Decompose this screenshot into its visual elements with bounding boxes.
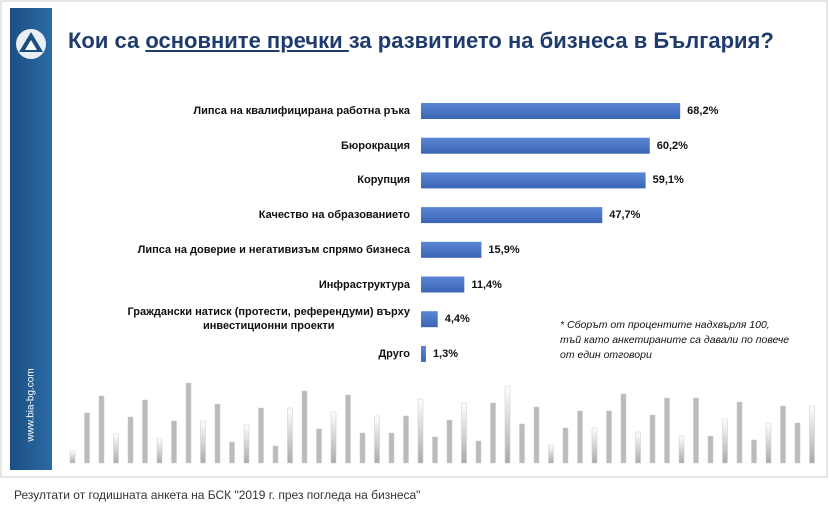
skyline [69, 382, 815, 464]
skyline-bar [562, 427, 569, 464]
skyline-bar [287, 407, 293, 464]
skyline-bar [417, 398, 424, 464]
skyline-bar [98, 395, 105, 464]
category-label: Инфраструктура [318, 278, 410, 291]
skyline-bar [243, 424, 250, 464]
skyline-bar [678, 435, 685, 464]
skyline-bar [388, 432, 395, 464]
skyline-bar [345, 394, 351, 464]
sidebar [10, 8, 52, 470]
skyline-bar [533, 406, 540, 464]
skyline-bar [591, 427, 598, 464]
skyline-bar [171, 420, 177, 464]
bar [421, 137, 650, 154]
value-label: 60,2% [656, 139, 688, 152]
skyline-bar [84, 412, 90, 464]
skyline-bar [620, 393, 627, 464]
category-label: Липса на квалифицирана работна ръка [193, 105, 410, 117]
skyline-bar [461, 402, 467, 464]
value-label: 68,2% [687, 105, 719, 117]
logo [16, 29, 46, 59]
chart-title: Кои са основните пречки за развитието на… [68, 28, 774, 54]
site-url: www.bia-bg.com [25, 368, 37, 442]
title-underlined: основните пречки [145, 28, 349, 53]
skyline-bar [693, 397, 699, 464]
value-label: 59,1% [652, 174, 684, 187]
skyline-bar [809, 405, 815, 464]
title-part: за развитието на бизнеса в България? [348, 28, 774, 53]
skyline-bar [577, 410, 583, 464]
bar [421, 103, 681, 119]
skyline-bar [635, 431, 641, 464]
skyline-bar [780, 405, 786, 464]
bar [421, 345, 426, 362]
skyline-bar [606, 410, 612, 464]
bar [421, 311, 438, 328]
skyline-bar [751, 439, 757, 464]
skyline-bar [649, 414, 656, 464]
skyline-bar [736, 401, 743, 464]
skyline-bar [272, 445, 279, 464]
skyline-bar [519, 423, 525, 464]
title-part: Кои са [68, 28, 146, 53]
skyline-bar [359, 432, 366, 464]
caption: Резултати от годишната анкета на БСК "20… [14, 488, 421, 502]
skyline-bar [403, 415, 409, 464]
skyline-bar [156, 437, 163, 464]
category-label: Друго [378, 347, 410, 360]
bar [421, 276, 465, 293]
skyline-bar [722, 418, 728, 464]
skyline-bar [301, 390, 308, 464]
skyline-bar [214, 403, 221, 464]
value-label: 1,3% [432, 347, 459, 360]
category-label: Граждански натиск (протести, референдуми… [127, 306, 410, 333]
skyline-bar [69, 450, 76, 464]
skyline-bar [504, 385, 511, 464]
slide-border [0, 0, 828, 478]
skyline-bar [200, 420, 206, 464]
skyline-bar [446, 419, 453, 464]
value-label: 4,4% [444, 313, 470, 326]
skyline-bar [548, 444, 554, 464]
skyline-bar [113, 433, 119, 464]
skyline-bar [707, 435, 714, 464]
bar [421, 241, 482, 258]
skyline-bar [142, 399, 148, 464]
skyline-bar [127, 416, 134, 464]
value-label: 11,4% [471, 278, 502, 291]
skyline-bar [432, 436, 438, 464]
skyline-bar [794, 422, 801, 464]
skyline-bar [374, 415, 380, 464]
skyline-bar [664, 397, 670, 464]
skyline-bar [258, 407, 264, 464]
skyline-bar [475, 440, 482, 464]
footnote: * Сборът от процентите надхвърля 100, тъ… [560, 319, 790, 361]
value-label: 15,9% [488, 243, 520, 256]
skyline-bar [330, 411, 337, 464]
category-label: Качество на образованието [258, 209, 410, 222]
value-label: 47,7% [609, 209, 641, 222]
skyline-bar [185, 382, 192, 464]
bar [421, 172, 646, 189]
skyline-bar [316, 428, 322, 464]
skyline-bar [765, 422, 772, 464]
bar [421, 207, 603, 224]
skyline-bar [229, 441, 235, 464]
category-label: Бюрокрация [340, 139, 410, 152]
category-label: Липса на доверие и негативизъм спрямо би… [137, 243, 410, 256]
category-label: Корупция [357, 174, 410, 187]
skyline-bar [490, 402, 496, 464]
